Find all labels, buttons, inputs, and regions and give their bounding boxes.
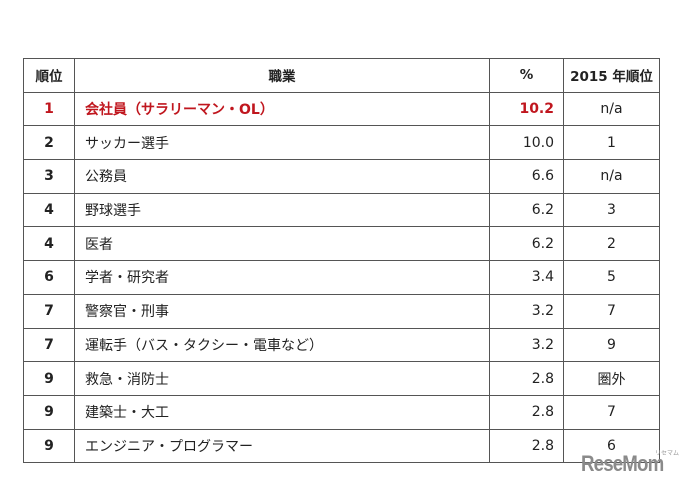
header-prev-rank: 2015 年順位 [563,58,660,93]
percent-cell: 3.2 [489,327,564,363]
rank-cell: 4 [23,192,75,228]
table-row: 7 運転手（バス・タクシー・電車など） 3.2 9 [23,327,660,363]
prev-rank-cell: 圏外 [563,361,660,396]
prev-rank-cell: 2 [563,226,660,262]
percent-cell: 3.4 [489,260,564,295]
prev-rank-cell: 7 [563,394,660,430]
occupation-ranking-table: 順位 職業 % 2015 年順位 1 会社員（サラリーマン・OL） 10.2 n/a 2… [23,58,660,464]
percent-cell: 2.8 [489,361,564,396]
prev-rank-cell: 3 [563,192,660,228]
percent-cell: 10.2 [489,91,564,127]
percent-cell: 2.8 [489,428,564,464]
prev-rank-cell: 6 [563,428,660,464]
percent-cell: 2.8 [489,394,564,430]
occupation-cell: 野球選手 [74,192,490,228]
rank-cell: 9 [23,394,75,430]
occupation-cell: サッカー選手 [74,125,490,161]
table-header-row: 順位 職業 % 2015 年順位 [23,58,660,93]
occupation-cell: 建築士・大工 [74,394,490,430]
table-row: 9 エンジニア・プログラマー 2.8 6 [23,428,660,464]
rank-cell: 9 [23,428,75,464]
occupation-cell: 会社員（サラリーマン・OL） [74,91,490,127]
resemom-logo-kana: リセマム [655,450,680,457]
occupation-cell: 運転手（バス・タクシー・電車など） [74,327,490,363]
rank-cell: 3 [23,159,75,194]
occupation-cell: 救急・消防士 [74,361,490,396]
rank-cell: 6 [23,260,75,295]
table-row: 4 野球選手 6.2 3 [23,192,660,228]
header-rank: 順位 [23,58,75,93]
header-percent: % [489,58,564,93]
prev-rank-cell: 5 [563,260,660,295]
prev-rank-cell: 7 [563,293,660,329]
rank-cell: 2 [23,125,75,161]
rank-cell: 7 [23,293,75,329]
resemom-logo: ReseMom [581,451,664,476]
percent-cell: 10.0 [489,125,564,161]
occupation-cell: 学者・研究者 [74,260,490,295]
prev-rank-cell: 1 [563,125,660,161]
table-row: 7 警察官・刑事 3.2 7 [23,293,660,329]
percent-cell: 6.2 [489,192,564,228]
table-row: 9 建築士・大工 2.8 7 [23,394,660,430]
occupation-cell: 医者 [74,226,490,262]
table-row: 9 救急・消防士 2.8 圏外 [23,361,660,396]
occupation-cell: 警察官・刑事 [74,293,490,329]
percent-cell: 6.6 [489,159,564,194]
prev-rank-cell: n/a [563,91,660,127]
table-row: 1 会社員（サラリーマン・OL） 10.2 n/a [23,91,660,127]
prev-rank-cell: n/a [563,159,660,194]
rank-cell: 1 [23,91,75,127]
occupation-cell: 公務員 [74,159,490,194]
rank-cell: 7 [23,327,75,363]
table-row: 4 医者 6.2 2 [23,226,660,262]
percent-cell: 6.2 [489,226,564,262]
table-row: 6 学者・研究者 3.4 5 [23,260,660,295]
table-row: 3 公務員 6.6 n/a [23,159,660,194]
percent-cell: 3.2 [489,293,564,329]
rank-cell: 4 [23,226,75,262]
header-occupation: 職業 [74,58,490,93]
rank-cell: 9 [23,361,75,396]
prev-rank-cell: 9 [563,327,660,363]
occupation-cell: エンジニア・プログラマー [74,428,490,464]
table-row: 2 サッカー選手 10.0 1 [23,125,660,161]
